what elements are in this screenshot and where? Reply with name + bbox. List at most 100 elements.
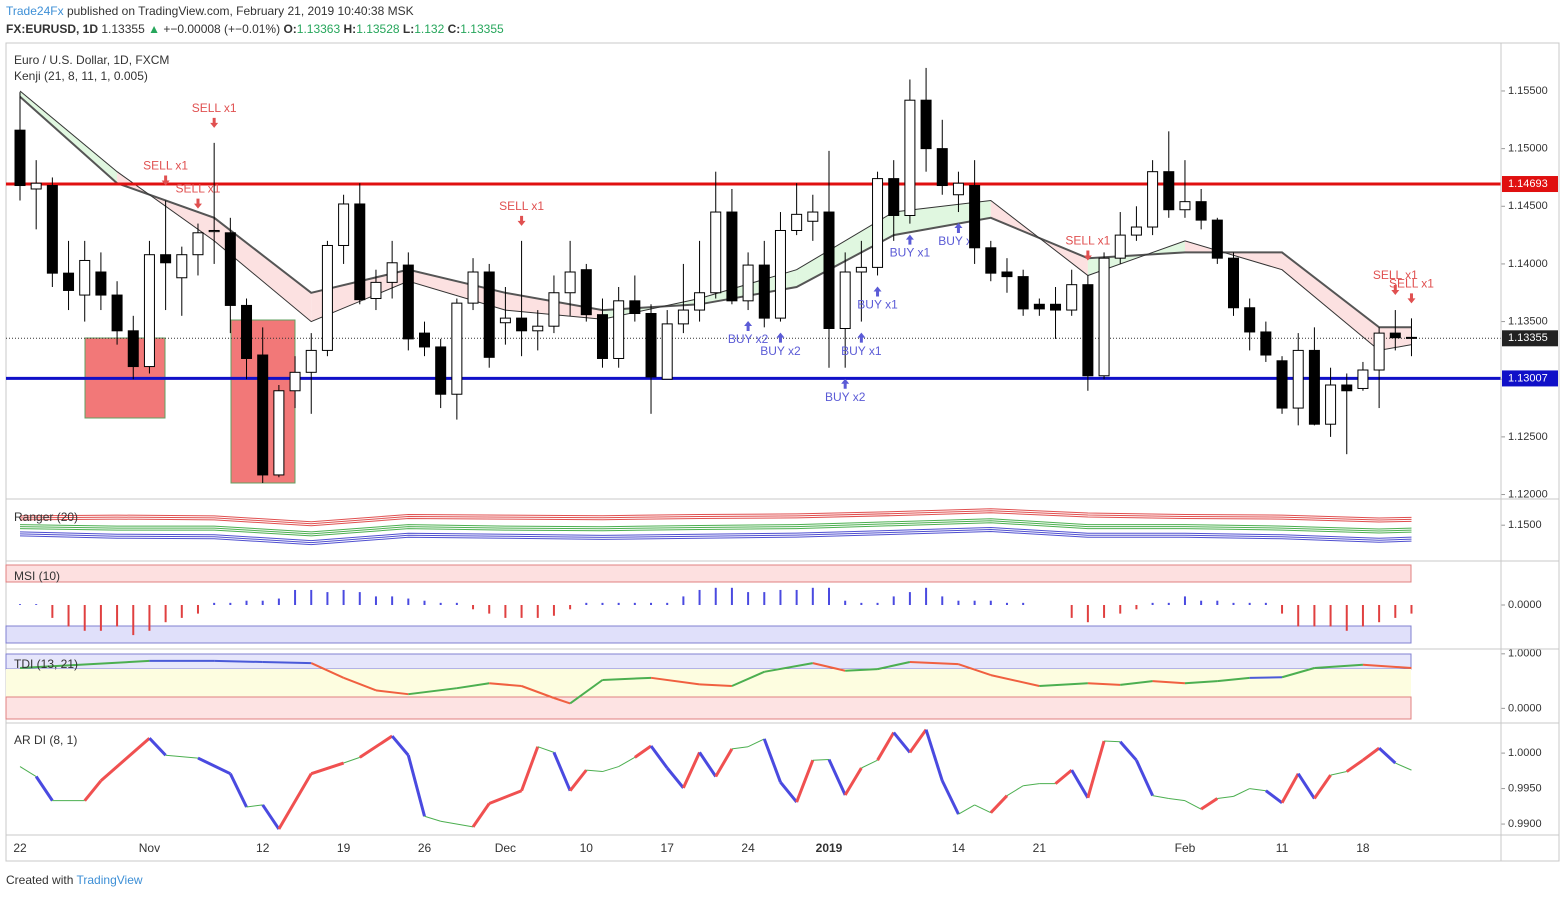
candle-body — [969, 185, 981, 249]
line — [19, 522, 1412, 537]
line-segment — [1362, 746, 1381, 762]
line-segment — [1119, 740, 1138, 762]
candle-body — [1389, 332, 1401, 339]
line — [19, 528, 1412, 544]
candle-body — [532, 325, 544, 332]
line-segment — [343, 756, 360, 764]
line-segment — [974, 804, 992, 814]
line — [19, 518, 1412, 533]
signal-arrow — [1407, 293, 1416, 304]
candle-body — [1228, 257, 1239, 309]
signal-label: SELL x1 — [143, 159, 188, 173]
candle-body — [257, 354, 269, 476]
candle-body — [855, 266, 867, 273]
signal-label: BUY x1 — [857, 298, 898, 312]
y-tick-label: 1.14000 — [1508, 258, 1548, 270]
candle-body — [677, 309, 689, 325]
candle-body — [1373, 332, 1385, 371]
line-segment — [1378, 747, 1397, 765]
y-tick-label: 0.9900 — [1508, 818, 1542, 830]
y-tick-label: 1.1500 — [1508, 519, 1542, 531]
line-segment — [488, 789, 523, 805]
line-segment — [924, 729, 944, 782]
line-segment — [1120, 680, 1153, 686]
line-segment — [1314, 663, 1364, 669]
candle-body — [30, 182, 42, 190]
y-tick-label: 1.0000 — [1508, 648, 1542, 660]
candle-body — [823, 211, 835, 329]
line-segment — [1264, 789, 1283, 804]
line-segment — [261, 804, 281, 830]
line-segment — [1168, 798, 1186, 802]
candle-body — [758, 264, 770, 319]
line-segment — [310, 761, 345, 776]
y-tick-label: 1.15500 — [1508, 85, 1548, 97]
candle-body — [1195, 201, 1207, 221]
kenji-cloud — [796, 212, 894, 287]
candle-body — [1017, 276, 1029, 310]
kenji-cloud — [20, 90, 118, 184]
brand[interactable]: TradingView — [77, 873, 143, 887]
line-segment — [795, 759, 815, 803]
kenji-cloud — [1282, 252, 1380, 351]
candle-body — [1033, 303, 1045, 310]
candle-body — [645, 313, 657, 378]
candle-body — [143, 254, 155, 368]
pane-title: AR DI (8, 1) — [14, 733, 77, 747]
pane-title: TDI (13, 21) — [14, 657, 78, 671]
candle-body — [1276, 360, 1288, 409]
y-tick-label: 1.12000 — [1508, 488, 1548, 500]
author[interactable]: Trade24Fx — [6, 4, 64, 18]
arrow: ▲ — [148, 22, 160, 36]
candle-body — [386, 262, 398, 283]
line-segment — [19, 766, 37, 777]
x-tick-label: 24 — [741, 841, 755, 855]
y-tick-label: 0.0000 — [1508, 702, 1542, 714]
line-segment — [1249, 676, 1283, 679]
y-tick-label: 1.12500 — [1508, 431, 1548, 443]
candle-body — [596, 314, 608, 359]
x-tick-label: Feb — [1175, 841, 1196, 855]
candle-body — [1308, 349, 1320, 425]
candle-body — [354, 203, 366, 301]
price-label: 1.13355 — [1508, 332, 1548, 344]
candle-body — [273, 390, 285, 476]
candle-body — [580, 269, 592, 316]
candle-body — [936, 148, 948, 187]
signal-label: BUY x2 — [825, 390, 866, 404]
signal-label: BUY x1 — [890, 246, 931, 260]
line-segment — [650, 676, 700, 686]
candle-body — [1211, 219, 1223, 259]
line-segment — [989, 794, 1009, 814]
line-segment — [214, 659, 263, 663]
line-segment — [812, 662, 846, 672]
line-segment — [1200, 797, 1219, 811]
x-tick-label: 14 — [952, 841, 966, 855]
signal-label: SELL x1 — [1389, 277, 1434, 291]
line-segment — [99, 737, 151, 782]
line-segment — [764, 662, 813, 673]
x-tick-label: 22 — [13, 841, 27, 855]
candle-body — [305, 349, 317, 373]
candle-body — [1098, 257, 1110, 377]
signal-arrow — [161, 175, 170, 186]
kenji-cloud — [214, 217, 312, 322]
line-segment — [958, 804, 975, 815]
candle-body — [904, 99, 916, 216]
candle-body — [548, 292, 560, 327]
signal-label: SELL x1 — [192, 101, 237, 115]
candle-body — [774, 229, 786, 319]
y-tick-label: 1.13500 — [1508, 315, 1548, 327]
x-tick-label: 17 — [661, 841, 675, 855]
line-segment — [553, 697, 571, 705]
signal-arrow — [857, 332, 866, 343]
candle-body — [419, 332, 430, 348]
signal-arrow — [776, 332, 785, 343]
line-segment — [390, 735, 410, 757]
x-tick-label: 12 — [256, 841, 270, 855]
line — [19, 530, 1412, 546]
candle-body — [192, 232, 204, 256]
candle-body — [839, 271, 851, 329]
created: Created with — [6, 873, 73, 887]
